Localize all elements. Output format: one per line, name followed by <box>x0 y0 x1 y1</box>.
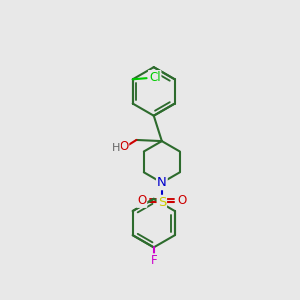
Text: H: H <box>111 143 120 153</box>
Text: S: S <box>158 196 166 209</box>
Text: F: F <box>150 254 157 267</box>
Text: Cl: Cl <box>149 71 161 84</box>
Text: O: O <box>137 194 146 207</box>
Text: O: O <box>119 140 128 153</box>
Text: O: O <box>177 194 187 207</box>
Text: N: N <box>157 176 167 189</box>
